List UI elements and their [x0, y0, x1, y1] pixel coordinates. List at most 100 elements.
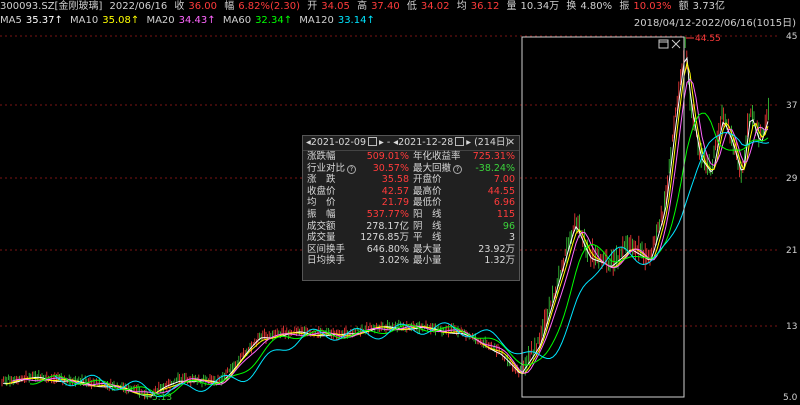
end-next-icon[interactable]: ▸ — [466, 137, 472, 148]
help-icon[interactable]: ? — [453, 164, 463, 174]
end-prev-icon[interactable]: ◂ — [393, 137, 399, 148]
ma-line — [54, 131, 770, 398]
start-date[interactable]: 2021-02-09 — [310, 137, 366, 148]
stat-label: 最小量 — [413, 255, 442, 267]
stat-value: 537.77% — [367, 209, 409, 221]
stat-label-text: 年化收益率 — [413, 151, 461, 162]
stat-label: 均 价 — [307, 197, 336, 209]
ma-line — [5, 61, 769, 396]
moving-average-lines — [2, 56, 770, 398]
stat-label: 收盘价 — [307, 186, 336, 198]
stat-label-text: 日均换手 — [307, 255, 346, 267]
stat-label-text: 最高价 — [413, 185, 442, 197]
ma5-label: MA5 — [0, 15, 22, 26]
low-label: 低 — [406, 1, 417, 12]
open-label: 开 — [307, 1, 318, 12]
stat-label-text: 涨 跌 — [307, 174, 336, 186]
stat-label: 成交量 — [307, 232, 336, 244]
start-next-icon[interactable]: ▸ — [379, 137, 384, 148]
stat-value-text: 35.58 — [381, 174, 409, 186]
end-date[interactable]: 2021-12-28 — [398, 137, 454, 148]
stat-label-text: 平 线 — [413, 232, 442, 244]
stat-label-text: 成交量 — [307, 232, 336, 244]
stat-value-text: 42.57 — [381, 185, 409, 197]
selection-maximize-icon[interactable] — [658, 39, 669, 49]
selection-close-icon[interactable] — [671, 39, 681, 49]
stat-label-text: 区间换手 — [307, 243, 346, 255]
amplitude-label: 振 — [619, 1, 630, 12]
calendar-icon[interactable] — [368, 137, 377, 146]
avg-value: 36.12 — [470, 1, 500, 12]
stat-value: 3 — [509, 232, 515, 244]
stats-row: 振 幅 537.77% 阳 线 115 — [303, 209, 519, 221]
ma-line — [2, 56, 769, 397]
stat-label: 阴 线 — [413, 221, 442, 233]
stat-label-text: 成交额 — [307, 220, 336, 232]
stat-label-text: 开盘价 — [413, 174, 442, 186]
stat-value: 96 — [503, 221, 515, 233]
stat-value: 42.57 — [382, 186, 409, 198]
close-icon[interactable]: ✕ — [507, 137, 515, 148]
stat-value: 7.00 — [494, 174, 515, 186]
stat-value-text: 30.57% — [372, 162, 409, 174]
ma10-label: MA10 — [70, 15, 99, 26]
range-stats-panel: ◂2021-02-09 ▸ - ◂2021-12-28 ▸ (214日) ✕ 涨跌幅… — [302, 135, 520, 281]
turnover-value: 4.80% — [580, 1, 613, 12]
stat-value-text: 3.02% — [378, 255, 409, 267]
change-label: 幅 — [224, 1, 235, 12]
stat-label: 行业对比? — [307, 163, 357, 175]
ma-line — [29, 112, 769, 397]
stats-row: 涨 跌 35.58 开盘价 7.00 — [303, 174, 519, 186]
calendar-icon[interactable] — [455, 137, 465, 146]
high-value: 37.40 — [371, 1, 400, 12]
stat-value-text: 278.17亿 — [366, 220, 409, 232]
stat-value-text: 509.01% — [366, 151, 409, 162]
stat-value: 30.57% — [373, 163, 409, 175]
axis-label-21: 21 — [786, 246, 797, 256]
stat-label-text: 涨跌幅 — [307, 151, 336, 162]
ma10-value: 35.08↑ — [102, 15, 140, 26]
stat-label-text: 最大回撤 — [413, 162, 452, 174]
ma-line — [11, 78, 769, 394]
axis-label-29: 29 — [786, 174, 798, 184]
stats-row: 收盘价 42.57 最高价 44.55 — [303, 186, 519, 198]
stats-row: 区间换手 646.80% 最大量 23.92万 — [303, 244, 519, 256]
kline-chart[interactable]: 44.55 5.13 45 37 29 21 13 5.0 — [0, 28, 800, 405]
axis-label-37: 37 — [786, 101, 797, 111]
range-selection-box[interactable] — [521, 36, 685, 398]
high-label: 高 — [357, 1, 368, 12]
stat-value-text: 115 — [496, 208, 515, 220]
stats-row: 成交额 278.17亿阴 线 96 — [303, 221, 519, 233]
start-prev-icon[interactable]: ◂ — [306, 137, 311, 148]
stat-value-text: 23.92万 — [478, 243, 515, 255]
stat-label: 阳 线 — [413, 209, 442, 221]
stat-label: 涨 跌 — [307, 174, 336, 186]
stat-value-text: 1.32万 — [484, 255, 515, 267]
stat-value: 44.55 — [488, 186, 515, 198]
low-annotation: 5.13 — [152, 393, 172, 403]
stats-row: 均 价 21.79 最低价 6.96 — [303, 197, 519, 209]
ma5-value: 35.37↑ — [25, 15, 63, 26]
help-icon[interactable]: ? — [347, 164, 357, 174]
date-range-label: 2018/04/12-2022/06/16(1015日) — [633, 14, 796, 29]
stat-value: 509.01% — [367, 151, 409, 163]
high-annotation: 44.55 — [695, 34, 721, 44]
stat-value: 35.58 — [382, 174, 409, 186]
amount-label: 额 — [678, 1, 689, 12]
stat-label: 振 幅 — [307, 209, 336, 221]
stats-rows: 涨跌幅 509.01% 年化收益率 725.31% 行业对比? 30.57% 最大回撤? -3… — [303, 151, 519, 267]
stat-value: 6.96 — [494, 197, 515, 209]
stat-value-text: 44.55 — [487, 185, 515, 197]
stat-label-text: 均 价 — [307, 197, 336, 209]
ma20-value: 34.43↑ — [178, 15, 216, 26]
ma120-value: 33.14↑ — [337, 15, 375, 26]
close-label: 收 — [174, 1, 185, 12]
stat-label: 开盘价 — [413, 174, 442, 186]
ma20-label: MA20 — [146, 15, 175, 26]
date-separator: - — [386, 137, 391, 148]
close-value: 36.00 — [188, 1, 218, 12]
stat-label: 最低价 — [413, 197, 442, 209]
stat-value-text: 537.77% — [366, 208, 409, 220]
stat-label: 最高价 — [413, 186, 442, 198]
stat-value-text: 1276.85万 — [360, 232, 409, 244]
